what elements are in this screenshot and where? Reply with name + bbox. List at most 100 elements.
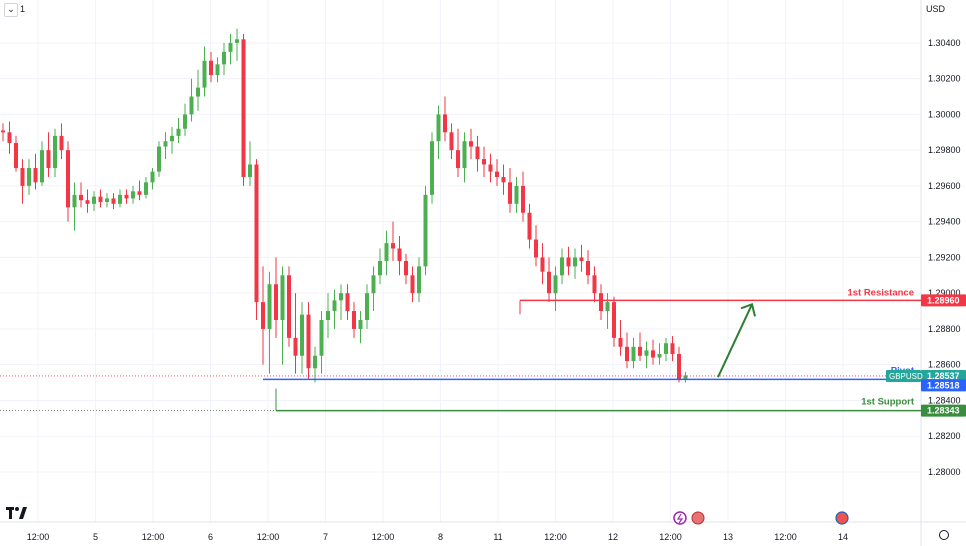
candle-body [163,141,168,147]
x-tick-label: 5 [93,532,98,542]
candle-body [59,135,64,151]
candle-body [664,343,668,354]
x-tick-label: 14 [838,532,848,542]
settings-gear-icon[interactable] [939,530,949,540]
last-price-badge-text: 1.28537 [927,371,960,381]
candle-body [456,150,460,169]
resistance-badge [921,294,966,307]
candle-body [20,168,25,186]
candle-body [40,150,44,183]
x-tick-label: 12:00 [774,532,797,542]
candle-body [560,257,564,276]
y-tick-label: 1.29200 [928,252,961,262]
currency-selector[interactable]: USD [926,4,946,14]
x-tick-label: 12 [608,532,618,542]
tradingview-logo [6,506,28,523]
candle-body [202,60,207,88]
candle-body [391,243,395,249]
y-tick-label: 1.28200 [928,431,961,441]
candle-body [157,146,161,172]
candle-body [1,130,5,133]
projection-arrow [717,303,753,378]
candle-body [683,375,688,379]
candle-body [404,261,408,276]
candle-body [527,212,532,240]
candle-body [612,302,616,338]
candle-body [280,275,285,320]
candle-body [566,257,571,267]
candle-body [631,346,636,362]
last-price-badge [921,369,966,382]
candle-body [144,182,148,195]
x-tick-label: 13 [723,532,733,542]
candle-body [92,196,96,204]
candle-body [300,314,304,356]
candle-body [46,150,51,169]
candle-body [586,261,590,276]
y-tick-label: 1.29400 [928,217,961,227]
candle-body [462,141,467,169]
candle-body [423,194,428,267]
candle-body [176,128,181,136]
candle-body [7,132,12,144]
candle-body [287,275,291,338]
candle-body [371,275,376,294]
resistance-badge-text: 1.28960 [927,295,960,305]
candle-body [592,275,597,294]
candle-body [306,314,311,369]
symbol-badge [886,369,921,382]
candle-body [410,275,415,294]
candle-body [137,191,142,195]
candle-body [352,311,356,329]
candle-body [579,257,584,261]
x-tick-label: 12:00 [659,532,682,542]
candle-body [53,135,57,169]
candle-body [319,319,324,356]
candle-body [495,171,499,177]
lightning-event-icon [673,511,687,525]
candle-body [254,164,259,303]
candle-body [475,146,480,160]
support-badge [921,404,966,417]
candle-body [66,150,70,208]
candle-body [248,164,252,177]
x-tick-label: 12:00 [372,532,395,542]
y-tick-label: 1.30200 [928,74,961,84]
candle-body [482,159,486,165]
support-badge-text: 1.28343 [927,406,960,416]
candle-body [384,243,389,261]
candle-body [501,176,506,183]
candle-body [118,194,122,204]
uk-flag-icon [691,511,705,525]
x-tick-label: 12:00 [544,532,567,542]
x-tick-label: 12:00 [27,532,50,542]
candle-body [670,343,675,354]
lightning-event-glyph [676,513,684,524]
candle-body [358,319,363,329]
x-tick-label: 11 [493,532,502,542]
candle-body [72,194,77,208]
candle-body [79,194,83,201]
symbol-badge-text: GBPUSD [889,372,923,381]
candle-body [228,42,233,52]
candle-body [14,143,18,169]
candle-body [215,64,220,76]
candle-body [436,114,441,142]
candle-body [189,96,194,115]
x-tick-label: 12:00 [257,532,280,542]
candle-body [170,135,174,142]
candle-body [183,114,187,129]
candle-body [33,168,38,183]
candle-body [449,132,454,151]
candle-body [514,185,519,204]
collapse-button[interactable]: ⌄ [4,3,18,17]
candle-body [605,302,610,312]
x-tick-label: 8 [438,532,443,542]
candle-body [573,257,577,267]
candle-body [261,302,265,329]
candle-body [274,284,278,320]
resistance-label: 1st Resistance [847,287,914,298]
candle-body [131,191,135,199]
y-tick-label: 1.28400 [928,395,961,405]
